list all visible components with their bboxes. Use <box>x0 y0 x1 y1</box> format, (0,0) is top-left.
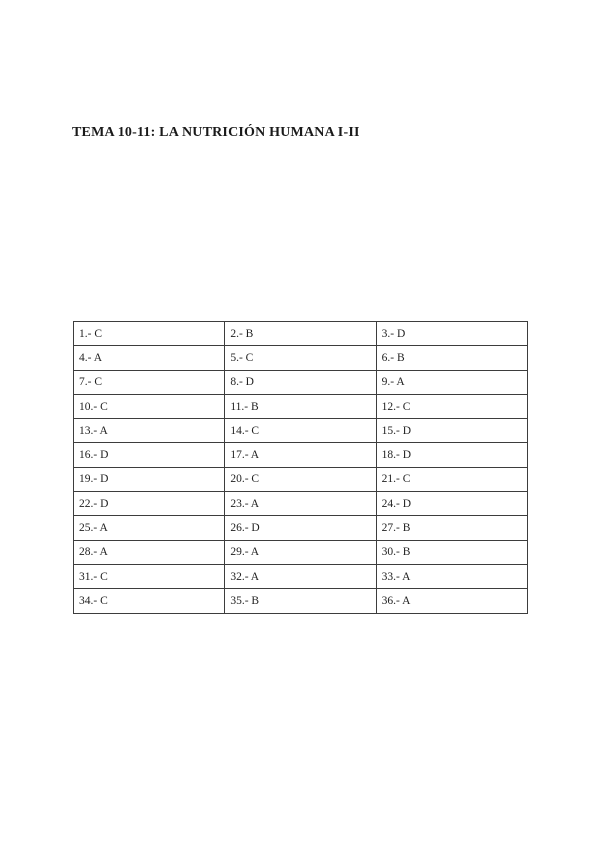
answer-cell: 24.- D <box>375 491 529 517</box>
answer-cell: 28.- A <box>72 539 226 565</box>
answer-cell: 3.- D <box>375 320 529 347</box>
answer-cell: 19.- D <box>72 466 226 493</box>
table-row: 16.- D 17.- A 18.- D <box>72 442 529 468</box>
answer-cell: 1.- C <box>72 320 226 347</box>
answer-cell: 8.- D <box>224 369 377 395</box>
answer-cell: 22.- D <box>72 491 226 517</box>
table-row: 1.- C 2.- B 3.- D <box>72 320 529 347</box>
answer-cell: 32.- A <box>224 563 377 590</box>
table-row: 10.- C 11.- B 12.- C <box>72 393 529 420</box>
answer-cell: 33.- A <box>375 563 529 590</box>
answer-cell: 27.- B <box>375 515 529 541</box>
answer-cell: 30.- B <box>375 539 529 565</box>
answers-table-body: 1.- C 2.- B 3.- D 4.- A 5.- C 6.- B 7.- … <box>72 320 529 614</box>
answer-cell: 31.- C <box>72 563 226 590</box>
answer-cell: 16.- D <box>72 442 226 468</box>
answer-cell: 15.- D <box>375 418 529 444</box>
answer-cell: 26.- D <box>224 515 377 541</box>
answer-cell: 25.- A <box>72 515 226 541</box>
answer-cell: 12.- C <box>375 393 529 420</box>
answer-cell: 14.- C <box>224 418 377 444</box>
answer-cell: 6.- B <box>375 345 529 371</box>
answer-cell: 35.- B <box>224 588 377 614</box>
table-row: 34.- C 35.- B 36.- A <box>72 588 529 614</box>
answer-cell: 5.- C <box>224 345 377 371</box>
table-row: 25.- A 26.- D 27.- B <box>72 515 529 541</box>
table-row: 22.- D 23.- A 24.- D <box>72 491 529 517</box>
answer-cell: 13.- A <box>72 418 226 444</box>
answers-table: 1.- C 2.- B 3.- D 4.- A 5.- C 6.- B 7.- … <box>72 320 529 614</box>
answer-cell: 29.- A <box>224 539 377 565</box>
table-row: 7.- C 8.- D 9.- A <box>72 369 529 395</box>
answer-cell: 36.- A <box>375 588 529 614</box>
answer-cell: 7.- C <box>72 369 226 395</box>
answer-cell: 17.- A <box>224 442 377 468</box>
table-row: 4.- A 5.- C 6.- B <box>72 345 529 371</box>
table-row: 28.- A 29.- A 30.- B <box>72 539 529 565</box>
answer-cell: 2.- B <box>224 320 377 347</box>
answer-cell: 20.- C <box>224 466 377 493</box>
table-row: 31.- C 32.- A 33.- A <box>72 563 529 590</box>
answer-cell: 11.- B <box>224 393 377 420</box>
answer-cell: 21.- C <box>375 466 529 493</box>
page-title: TEMA 10-11: LA NUTRICIÓN HUMANA I-II <box>72 125 360 140</box>
answer-cell: 10.- C <box>72 393 226 420</box>
answer-cell: 34.- C <box>72 588 226 614</box>
table-row: 19.- D 20.- C 21.- C <box>72 466 529 493</box>
answer-cell: 4.- A <box>72 345 226 371</box>
answer-cell: 9.- A <box>375 369 529 395</box>
answer-cell: 23.- A <box>224 491 377 517</box>
answer-cell: 18.- D <box>375 442 529 468</box>
table-row: 13.- A 14.- C 15.- D <box>72 418 529 444</box>
